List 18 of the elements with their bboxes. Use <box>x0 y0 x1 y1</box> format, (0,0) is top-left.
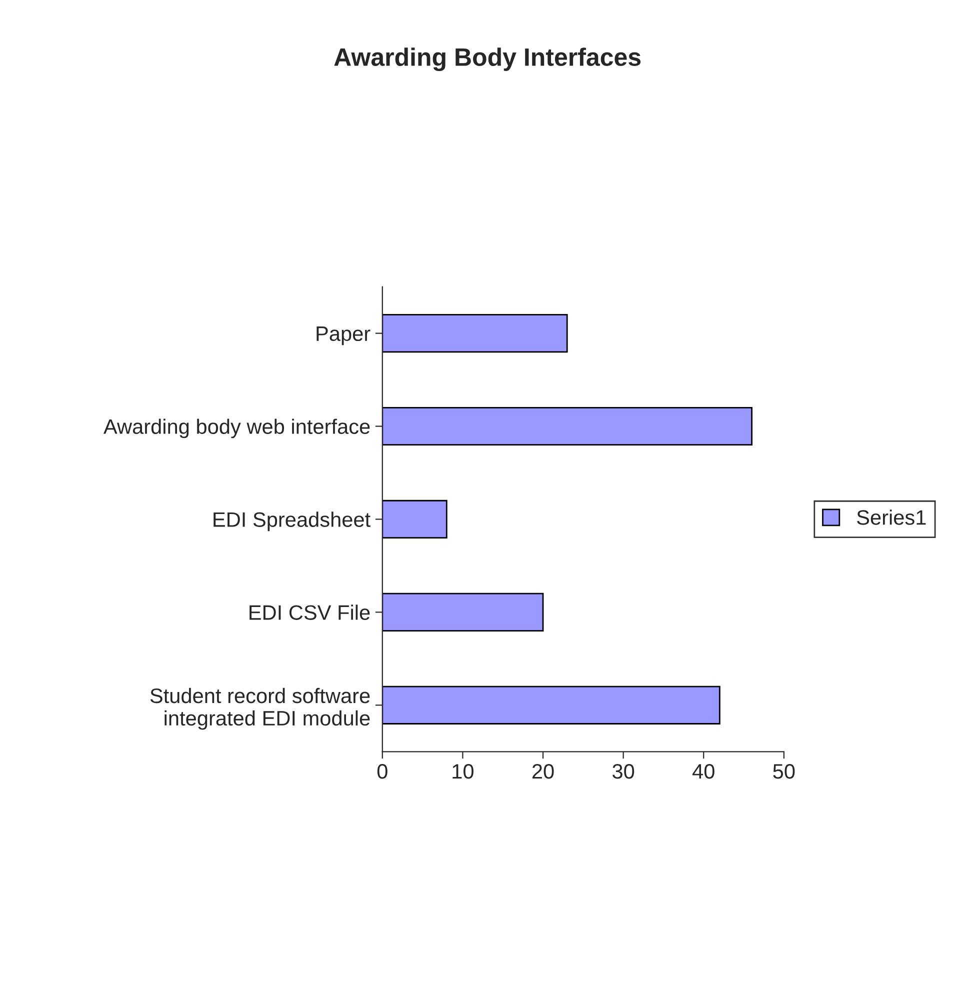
y-tick-label: EDI Spreadsheet <box>214 512 370 532</box>
bar <box>382 592 544 632</box>
x-tick-label: 20 <box>532 764 554 779</box>
chart-title: Awarding Body Interfaces <box>334 48 641 72</box>
legend-label: Series1 <box>857 510 926 525</box>
y-tick-label: Student record software integrated EDI module <box>150 688 370 730</box>
y-tick-label: EDI CSV File <box>250 604 370 620</box>
y-tick-label: Paper <box>316 326 370 346</box>
y-tick-label: Awarding body web interface <box>104 418 370 438</box>
x-tick-label: 30 <box>612 764 634 779</box>
bar <box>382 314 568 353</box>
bar <box>382 500 448 539</box>
x-tick-label: 40 <box>692 764 714 779</box>
bar <box>382 686 720 724</box>
x-tick-label: 10 <box>452 764 474 779</box>
bar <box>382 406 752 446</box>
x-tick-label: 0 <box>377 764 388 779</box>
x-tick-label: 50 <box>773 764 795 779</box>
